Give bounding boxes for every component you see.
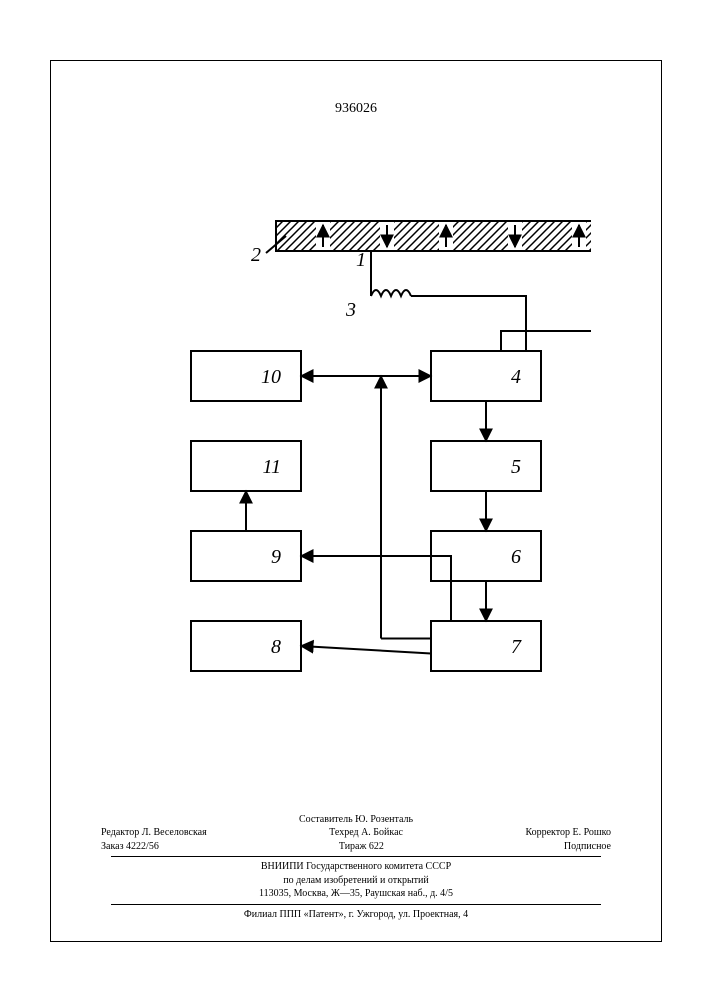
footer-line-3: 113035, Москва, Ж—35, Раушская наб., д. … [51, 887, 661, 901]
patent-number: 936026 [51, 101, 661, 117]
page-frame: 936026 4 5 6 7 10 11 9 8 1 2 3 Составитель Ю. Розе… [50, 60, 662, 942]
svg-text:9: 9 [271, 546, 281, 568]
svg-text:7: 7 [511, 636, 522, 658]
svg-text:6: 6 [511, 546, 521, 568]
footer-editor: Редактор Л. Веселовская [101, 826, 207, 840]
footer-order: Заказ 4222/56 [101, 840, 159, 854]
footer-block: Составитель Ю. Розенталь Редактор Л. Вес… [51, 813, 661, 922]
svg-text:1: 1 [356, 249, 366, 271]
block-diagram: 4 5 6 7 10 11 9 8 1 2 3 [131, 181, 591, 701]
footer-composer: Составитель Ю. Розенталь [51, 813, 661, 827]
footer-sub: Подписное [564, 840, 611, 854]
footer-last: Филиал ППП «Патент», г. Ужгород, ул. Про… [51, 908, 661, 922]
footer-corrector: Корректор Е. Рошко [525, 826, 611, 840]
footer-tech: Техред А. Бойкас [329, 826, 403, 840]
footer-line-1: ВНИИПИ Государственного комитета СССР [51, 860, 661, 874]
svg-text:8: 8 [271, 636, 281, 658]
svg-text:2: 2 [251, 244, 261, 266]
svg-text:10: 10 [261, 366, 281, 388]
svg-text:3: 3 [345, 299, 356, 321]
svg-text:4: 4 [511, 366, 521, 388]
footer-tirazh: Тираж 622 [339, 840, 384, 854]
svg-text:11: 11 [262, 456, 281, 478]
footer-line-2: по делам изобретений и открытий [51, 874, 661, 888]
svg-text:5: 5 [511, 456, 521, 478]
